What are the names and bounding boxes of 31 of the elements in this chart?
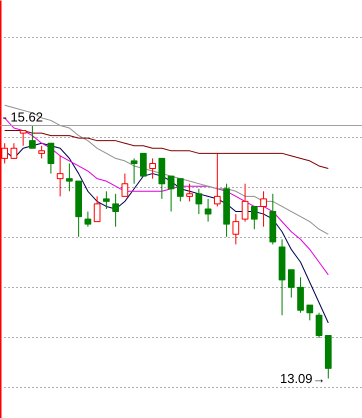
candlestick [297, 276, 304, 314]
candlestick [94, 196, 100, 222]
candlestick [130, 158, 138, 184]
candlestick [250, 206, 258, 230]
candlestick [204, 198, 212, 222]
candlestick [214, 152, 221, 207]
candlestick [168, 176, 174, 212]
candlestick [56, 155, 64, 197]
candlestick [48, 142, 54, 174]
candlestick [232, 214, 240, 245]
candlestick [149, 158, 156, 180]
candlestick [186, 183, 193, 202]
candlestick [20, 130, 27, 146]
candlestick [84, 211, 92, 228]
candlestick [176, 178, 184, 202]
candlestick [242, 183, 248, 222]
candlestick [29, 124, 36, 149]
candlestick [195, 188, 202, 215]
candlestick [306, 304, 314, 321]
candlestick [140, 152, 147, 177]
text: - 15.62 [2, 109, 43, 124]
candlestick [103, 190, 110, 210]
candlestick [112, 193, 119, 228]
annotation: 13.09→ [280, 371, 326, 386]
candlestick [10, 142, 18, 159]
candlestick [38, 145, 46, 159]
candlestick [288, 269, 295, 298]
candlestick [316, 312, 322, 339]
candlestick [260, 190, 267, 228]
candlestick [122, 173, 128, 197]
candlestick [66, 162, 73, 192]
